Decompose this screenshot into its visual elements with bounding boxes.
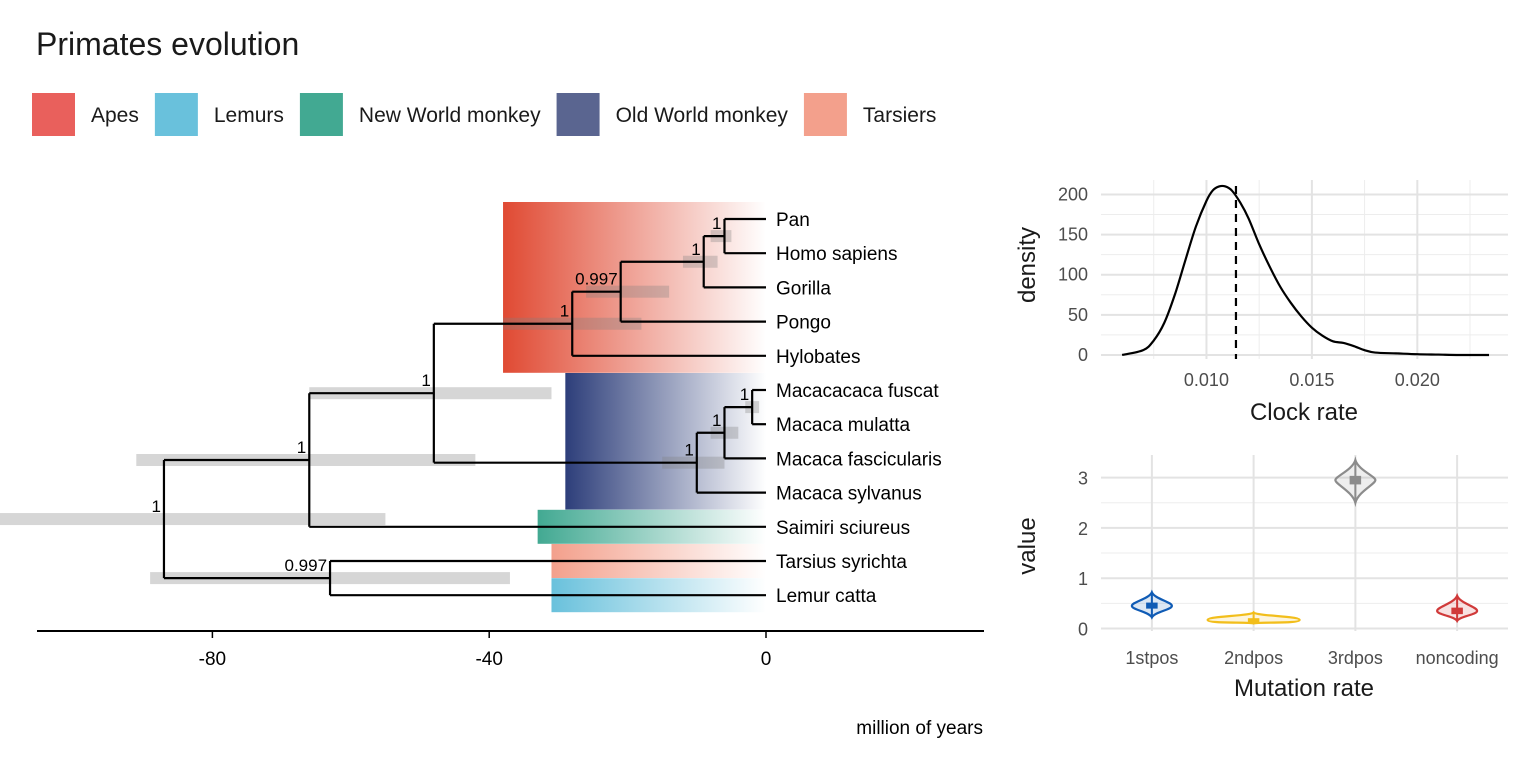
- violin-y-tick-0: 0: [1078, 619, 1088, 639]
- legend-label-lemurs: Lemurs: [214, 104, 284, 127]
- violin-y-tick-1: 1: [1078, 569, 1088, 589]
- violin-box-noncoding: [1451, 607, 1463, 615]
- tip-label-lemur-catta: Lemur catta: [776, 586, 877, 607]
- node-support-n7: 1: [684, 441, 693, 460]
- legend-label-old-world-monkey: Old World monkey: [616, 104, 789, 127]
- violin-marks: [1130, 456, 1479, 625]
- density-line: [1121, 184, 1490, 357]
- violin-box-1stpos: [1146, 602, 1158, 609]
- node-support-n5: 1: [740, 385, 749, 404]
- violin-ticks: 0 1 2 3 1stpos 2ndpos 3rdpos noncoding: [1078, 469, 1499, 668]
- legend: Apes Lemurs New World monkey Old World monk…: [32, 93, 936, 136]
- violin-x-tick-3rdpos: 3rdpos: [1328, 648, 1383, 668]
- legend-label-tarsiers: Tarsiers: [863, 104, 937, 127]
- density-x-tick-0-015: 0.015: [1289, 370, 1334, 390]
- density-y-tick-150: 150: [1058, 225, 1088, 245]
- legend-key-new-world-monkey: [299, 93, 343, 136]
- node-support-n3: 0.997: [575, 270, 618, 289]
- node-support-n4: 1: [560, 302, 569, 321]
- tree-axis-title: million of years: [856, 718, 983, 739]
- hpd-bar-n11: [0, 513, 386, 526]
- hpd-bar-n3: [586, 285, 670, 298]
- figure-title: Primates evolution: [36, 26, 299, 62]
- tip-label-saimiri-sciureus: Saimiri sciureus: [776, 518, 910, 539]
- node-support-n2: 1: [691, 240, 700, 259]
- tip-label-gorilla: Gorilla: [776, 278, 831, 299]
- legend-key-tarsiers: [803, 93, 847, 136]
- density-grid: [1101, 180, 1508, 359]
- density-y-tick-200: 200: [1058, 184, 1088, 204]
- legend-key-apes: [32, 93, 75, 136]
- tree-branches: [162, 217, 766, 597]
- legend-key-old-world-monkey: [556, 93, 600, 136]
- density-x-title: Clock rate: [1250, 399, 1358, 426]
- legend-key-lemurs: [154, 93, 198, 136]
- tree-tick-label-80: -80: [199, 649, 226, 670]
- tip-label-pongo: Pongo: [776, 313, 831, 334]
- violin-x-title: Mutation rate: [1234, 675, 1374, 702]
- density-y-title: density: [1014, 227, 1041, 303]
- tip-label-pan: Pan: [776, 210, 810, 231]
- violin-y-title: value: [1014, 517, 1041, 574]
- tip-label-homo-sapiens: Homo sapiens: [776, 244, 897, 265]
- node-support-n1: 1: [712, 214, 721, 233]
- tip-label-macaca-fascicularis: Macaca fascicularis: [776, 449, 942, 470]
- tip-label-macaca-mulatta: Macaca mulatta: [776, 415, 911, 436]
- density-y-tick-0: 0: [1078, 345, 1088, 365]
- tip-label-hylobates: Hylobates: [776, 347, 861, 368]
- node-support-n10: 0.997: [284, 556, 327, 575]
- node-support-n9: 1: [297, 438, 306, 457]
- mutation-rate-violin-plot: 0 1 2 3 1stpos 2ndpos 3rdpos noncoding Mutation…: [1014, 455, 1508, 702]
- density-x-tick-0-020: 0.020: [1395, 370, 1440, 390]
- density-curve: [1121, 184, 1490, 359]
- density-x-tick-0-010: 0.010: [1184, 370, 1229, 390]
- violin-x-tick-noncoding: noncoding: [1416, 648, 1499, 668]
- node-support-n6: 1: [712, 411, 721, 430]
- violin-x-tick-2ndpos: 2ndpos: [1224, 648, 1283, 668]
- density-y-tick-50: 50: [1068, 305, 1088, 325]
- tree-tick-label-40: -40: [475, 649, 502, 670]
- violin-box-3rdpos: [1349, 475, 1362, 485]
- density-ticks: 0.010 0.015 0.020 0 50 100 150 200: [1058, 184, 1440, 390]
- violin-box-2ndpos: [1247, 618, 1260, 624]
- violin-x-tick-1stpos: 1stpos: [1125, 648, 1178, 668]
- clade-band-old-world-monkey: [565, 373, 766, 510]
- node-support-n8: 1: [421, 371, 430, 390]
- tip-labels: Pan Homo sapiens Gorilla Pongo Hylobates Maca…: [776, 210, 942, 607]
- density-y-tick-100: 100: [1058, 265, 1088, 285]
- clock-rate-density-plot: 0.010 0.015 0.020 0 50 100 150 200 Clock rate d…: [1014, 180, 1508, 426]
- tip-label-tarsius-syrichta: Tarsius syrichta: [776, 552, 907, 573]
- node-support-n11: 1: [151, 497, 160, 516]
- tip-label-macaca-sylvanus: Macaca sylvanus: [776, 484, 922, 505]
- violin-y-tick-2: 2: [1078, 519, 1088, 539]
- legend-label-apes: Apes: [91, 104, 139, 127]
- tree-tick-label-0: 0: [761, 649, 772, 670]
- tip-label-macacacaca-fuscat: Macacacaca fuscat: [776, 381, 939, 402]
- tree-x-axis: -120-80-400: [37, 630, 984, 670]
- legend-label-new-world-monkey: New World monkey: [359, 104, 541, 127]
- violin-y-tick-3: 3: [1078, 469, 1088, 489]
